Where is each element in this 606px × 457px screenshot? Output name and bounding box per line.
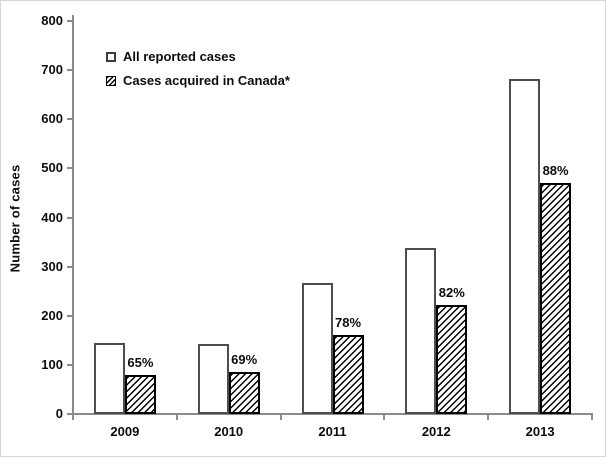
y-axis-tick: [67, 118, 72, 121]
x-axis-tick: [591, 415, 593, 420]
y-axis-tick-label: 700: [41, 62, 63, 78]
x-category-label: 2012: [421, 424, 451, 439]
y-axis-tick-label: 600: [41, 111, 63, 127]
hatched-square-swatch-icon: [106, 75, 116, 86]
y-axis-tick-label: 800: [41, 13, 63, 28]
bar-all-reported-2011: [301, 283, 333, 414]
y-axis-tick-label: 100: [41, 356, 63, 372]
bar-acquired-in-canada-2010: [228, 371, 260, 414]
y-axis-tick: [67, 20, 72, 22]
legend: All reported cases Cases acquired in Can…: [106, 49, 290, 97]
y-axis-tick: [67, 69, 72, 72]
x-axis-line: [72, 413, 593, 415]
bar-acquired-in-canada-2011: [332, 335, 364, 414]
y-axis-line: [72, 15, 74, 416]
y-axis-tick-label: 400: [41, 209, 63, 225]
x-axis-tick: [175, 415, 178, 420]
x-category-label: 2013: [525, 424, 555, 439]
y-axis-tick-label: 0: [55, 406, 63, 421]
bar-all-reported-2013: [509, 78, 541, 414]
legend-label: Cases acquired in Canada*: [123, 73, 290, 88]
bar-acquired-in-canada-2012: [436, 304, 468, 414]
x-category-label: 2009: [110, 424, 140, 439]
bar-acquired-in-canada-2009: [124, 374, 156, 414]
percent-label-2013: 88%: [542, 163, 569, 179]
y-axis-tick: [67, 265, 72, 268]
x-axis-tick: [383, 415, 386, 420]
y-axis-tick-label: 200: [41, 307, 63, 323]
y-axis-tick: [67, 413, 72, 415]
y-axis-tick-label: 300: [41, 258, 63, 274]
y-axis-tick: [67, 216, 72, 219]
legend-item-all-reported-cases: All reported cases: [106, 49, 290, 64]
x-category-label: 2010: [214, 424, 244, 439]
x-axis-tick: [279, 415, 282, 420]
x-axis-tick: [72, 415, 74, 420]
open-square-swatch-icon: [106, 51, 116, 62]
y-axis-tick: [67, 314, 72, 317]
percent-label-2012: 82%: [438, 284, 465, 300]
bar-all-reported-2009: [93, 343, 125, 414]
bar-acquired-in-canada-2013: [540, 183, 572, 414]
x-axis-tick: [487, 415, 490, 420]
x-category-label: 2011: [318, 424, 347, 439]
y-axis-tick: [67, 167, 72, 170]
bar-all-reported-2012: [405, 247, 437, 414]
legend-item-cases-acquired-in-canada: Cases acquired in Canada*: [106, 73, 290, 88]
bar-all-reported-2010: [197, 343, 229, 414]
y-axis-tick-label: 500: [41, 160, 63, 176]
percent-label-2009: 65%: [127, 354, 154, 370]
legend-label: All reported cases: [123, 49, 236, 64]
percent-label-2010: 69%: [231, 351, 258, 367]
y-axis-tick: [67, 363, 72, 366]
percent-label-2011: 78%: [334, 315, 362, 331]
